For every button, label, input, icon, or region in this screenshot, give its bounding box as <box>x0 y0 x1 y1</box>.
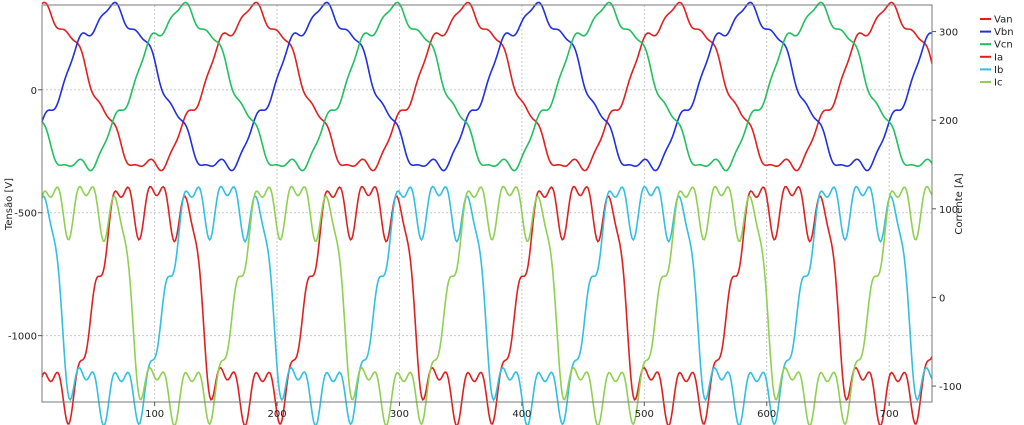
y-left-tick-label: -1000 <box>8 332 37 343</box>
legend-label: Van <box>994 15 1013 26</box>
y-right-tick-label: 0 <box>939 293 945 304</box>
x-tick-label: 700 <box>880 409 899 420</box>
series-line-ic <box>41 185 933 425</box>
legend-label: Ia <box>994 52 1003 63</box>
y-right-tick-label: 100 <box>939 205 958 216</box>
legend-label: Vbn <box>994 27 1014 38</box>
y-axis-left-title: Tensão [V] <box>4 178 15 231</box>
x-tick-label: 200 <box>268 409 287 420</box>
y-axis-left: 0 -500 -1000 <box>8 86 42 343</box>
y-right-tick-label: -100 <box>939 382 962 393</box>
y-axis-right: 300 200 100 0 -100 <box>932 28 962 393</box>
y-right-tick-label: 300 <box>939 28 958 39</box>
x-tick-label: 600 <box>757 409 776 420</box>
series-line-ia <box>41 185 933 425</box>
x-tick-label: 300 <box>390 409 409 420</box>
y-axis-right-title: Corrente [A] <box>954 173 965 234</box>
x-tick-label: 500 <box>635 409 654 420</box>
x-tick-label: 100 <box>145 409 164 420</box>
x-tick-label: 400 <box>512 409 531 420</box>
series-layer <box>41 1 933 425</box>
legend-label: Vcn <box>994 40 1013 51</box>
x-axis: 100 200 300 400 500 600 700 <box>145 402 899 420</box>
y-right-tick-label: 200 <box>939 116 958 127</box>
legend-label: Ic <box>994 78 1002 89</box>
y-left-tick-label: -500 <box>14 209 37 220</box>
plot-frame <box>41 4 933 403</box>
y-left-tick-label: 0 <box>31 86 37 97</box>
series-line-van <box>41 1 933 172</box>
series-line-vcn <box>41 1 933 172</box>
legend-label: Ib <box>994 65 1003 76</box>
